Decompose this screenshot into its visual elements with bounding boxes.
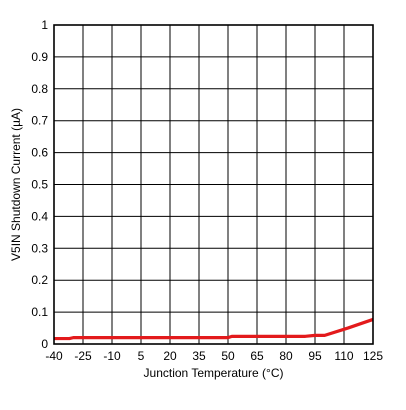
x-tick-label: -25	[74, 349, 92, 363]
y-tick-labels: 0 0.1 0.2 0.3 0.4 0.5 0.6 0.7 0.8 0.9 1	[31, 18, 48, 351]
x-tick-label: 50	[221, 349, 235, 363]
y-tick-label: 0.7	[31, 114, 48, 128]
y-tick-label: 0.5	[31, 178, 48, 192]
x-tick-label: 65	[250, 349, 264, 363]
y-tick-label: 0	[41, 337, 48, 351]
y-axis-label: V5IN Shutdown Current (µA)	[9, 108, 23, 261]
x-tick-label: 110	[334, 349, 353, 363]
y-tick-label: 0.6	[31, 146, 48, 160]
x-tick-label: 95	[308, 349, 322, 363]
x-tick-label: 80	[279, 349, 293, 363]
y-tick-label: 0.1	[31, 305, 48, 319]
x-tick-label: 35	[192, 349, 206, 363]
y-tick-label: 1	[41, 18, 48, 32]
y-tick-label: 0.9	[31, 50, 48, 64]
y-tick-label: 0.2	[31, 273, 48, 287]
x-tick-label: 20	[163, 349, 177, 363]
series-line	[54, 317, 374, 341]
grid	[53, 24, 374, 345]
y-tick-label: 0.3	[31, 241, 48, 255]
plot-frame	[53, 24, 374, 345]
y-tick-label: 0.8	[31, 82, 48, 96]
series-layer	[54, 317, 374, 341]
x-tick-label: 5	[138, 349, 145, 363]
x-tick-label: 125	[363, 349, 383, 363]
y-tick-label: 0.4	[31, 209, 48, 223]
x-tick-label: -10	[103, 349, 121, 363]
x-tick-label: -40	[45, 349, 63, 363]
x-tick-labels: -40 -25 -10 5 20 35 50 65 80 95 110 125	[45, 349, 383, 363]
x-axis-label: Junction Temperature (°C)	[144, 366, 284, 380]
